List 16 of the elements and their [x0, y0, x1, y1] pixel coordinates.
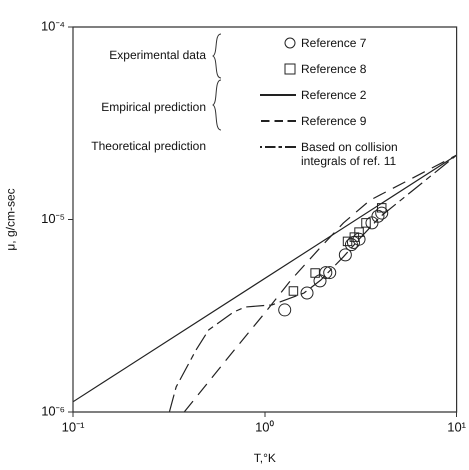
legend-label: Reference 8 [301, 62, 368, 76]
x-axis-title: T,°K [254, 451, 276, 466]
y-axis-title: μ, g/cm-sec [4, 188, 18, 251]
x-tick-label: 10¹ [447, 419, 467, 434]
legend-label: Reference 9 [301, 114, 368, 128]
legend-label: Reference 7 [301, 36, 368, 50]
y-tick-label: 10⁻⁶ [41, 404, 65, 419]
legend-label: Based on collision integrals of ref. 11 [301, 140, 399, 168]
y-tick-label: 10⁻⁴ [40, 18, 65, 34]
annotation: Empirical prediction [100, 100, 206, 114]
annotation: Experimental data [108, 48, 206, 62]
x-tick-label: 10⁻¹ [62, 419, 86, 434]
legend-label: Reference 2 [301, 88, 368, 102]
x-tick-label: 10⁰ [255, 419, 275, 434]
y-tick-label: 10⁻⁵ [41, 211, 65, 226]
annotation: Theoretical prediction [90, 139, 206, 153]
